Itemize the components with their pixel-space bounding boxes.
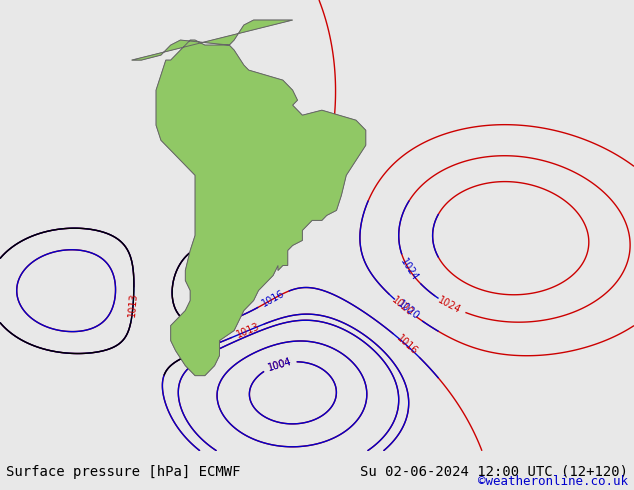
Text: 1024: 1024 [399, 257, 420, 283]
Text: Su 02-06-2024 12:00 UTC (12+120): Su 02-06-2024 12:00 UTC (12+120) [359, 465, 628, 479]
Text: ©weatheronline.co.uk: ©weatheronline.co.uk [477, 475, 628, 488]
Text: 1020: 1020 [390, 294, 415, 318]
Text: 1004: 1004 [266, 356, 293, 372]
Text: 1004: 1004 [266, 356, 293, 372]
Text: Surface pressure [hPa] ECMWF: Surface pressure [hPa] ECMWF [6, 465, 241, 479]
Text: 1016: 1016 [260, 289, 287, 309]
Text: 1013: 1013 [235, 321, 261, 340]
Text: 1013: 1013 [127, 292, 139, 317]
Text: 1020: 1020 [396, 299, 421, 322]
Text: 1016: 1016 [394, 333, 419, 357]
Polygon shape [132, 20, 366, 376]
Text: 1024: 1024 [436, 295, 463, 316]
Polygon shape [132, 20, 366, 376]
